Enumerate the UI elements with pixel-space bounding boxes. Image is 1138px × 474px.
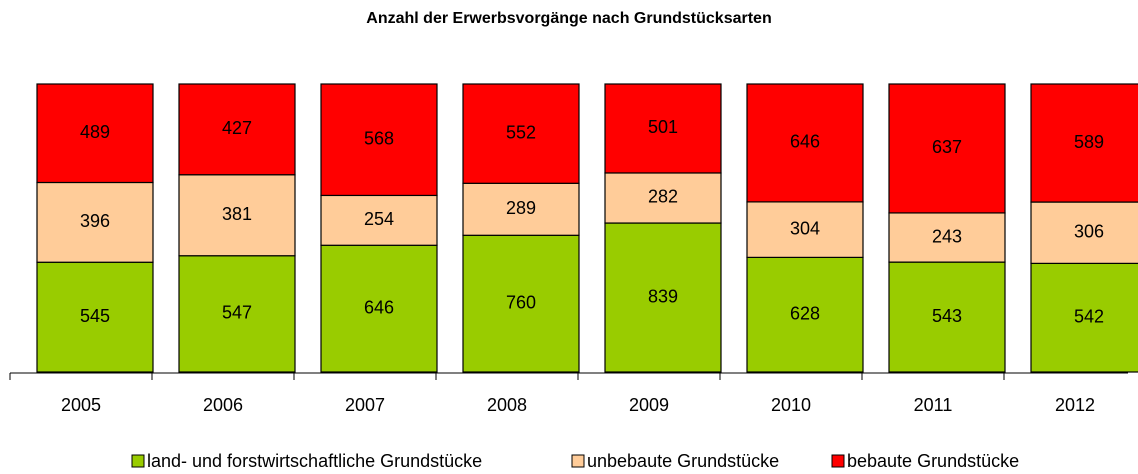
- data-label: 547: [222, 303, 252, 323]
- bar-segment: [1030, 262, 1138, 373]
- bar-segment: [746, 256, 864, 373]
- data-label: 282: [648, 187, 678, 207]
- bar-segment: [178, 255, 296, 373]
- legend-label: bebaute Grundstücke: [847, 451, 1019, 471]
- data-label: 637: [932, 137, 962, 157]
- legend-swatch: [831, 454, 845, 468]
- x-tick-label: 2008: [487, 395, 527, 415]
- data-label: 254: [364, 209, 394, 229]
- x-tick-label: 2009: [629, 395, 669, 415]
- bar-segment: [746, 201, 864, 258]
- data-label: 646: [790, 132, 820, 152]
- data-label: 396: [80, 211, 110, 231]
- bar-segment: [1030, 201, 1138, 264]
- data-label: 552: [506, 122, 536, 142]
- data-label: 568: [364, 128, 394, 148]
- bar-segment: [36, 83, 154, 184]
- data-label: 381: [222, 204, 252, 224]
- data-label: 289: [506, 198, 536, 218]
- bar-segment: [320, 244, 438, 373]
- bar-segment: [462, 182, 580, 236]
- data-label: 589: [1074, 132, 1104, 152]
- data-label: 543: [932, 306, 962, 326]
- bar-segment: [320, 83, 438, 197]
- data-label: 545: [80, 306, 110, 326]
- data-label: 489: [80, 122, 110, 142]
- legend-label: land- und forstwirtschaftliche Grundstüc…: [147, 451, 482, 471]
- x-tick-label: 2011: [914, 395, 953, 415]
- data-label: 501: [648, 117, 678, 137]
- bar-segment: [462, 234, 580, 373]
- bar-segment: [746, 83, 864, 203]
- data-label: 427: [222, 118, 252, 138]
- x-tick-label: 2005: [61, 395, 101, 415]
- bar-segment: [888, 212, 1006, 263]
- data-label: 628: [790, 303, 820, 323]
- legend-label: unbebaute Grundstücke: [587, 451, 779, 471]
- bar-segment: [604, 222, 722, 373]
- bar-segment: [604, 83, 722, 174]
- data-label: 306: [1074, 221, 1104, 241]
- bar-segment: [36, 261, 154, 373]
- data-label: 646: [364, 297, 394, 317]
- bar-segment: [462, 83, 580, 184]
- bar-segment: [178, 83, 296, 176]
- bar-segment: [888, 261, 1006, 373]
- data-label: 839: [648, 286, 678, 306]
- x-tick-label: 2012: [1055, 395, 1095, 415]
- x-tick-label: 2006: [203, 395, 243, 415]
- bar-segment: [178, 174, 296, 257]
- bar-segment: [1030, 83, 1138, 203]
- bar-segment: [888, 83, 1006, 214]
- x-tick-label: 2010: [771, 395, 811, 415]
- x-tick-label: 2007: [345, 395, 385, 415]
- bar-segment: [604, 172, 722, 224]
- data-label: 304: [790, 218, 820, 238]
- data-label: 243: [932, 226, 962, 246]
- legend-swatch: [571, 454, 585, 468]
- data-label: 760: [506, 292, 536, 312]
- chart-title: Anzahl der Erwerbsvorgänge nach Grundstü…: [366, 10, 771, 27]
- bar-segment: [320, 194, 438, 246]
- legend-swatch: [131, 454, 145, 468]
- data-label: 542: [1074, 306, 1104, 326]
